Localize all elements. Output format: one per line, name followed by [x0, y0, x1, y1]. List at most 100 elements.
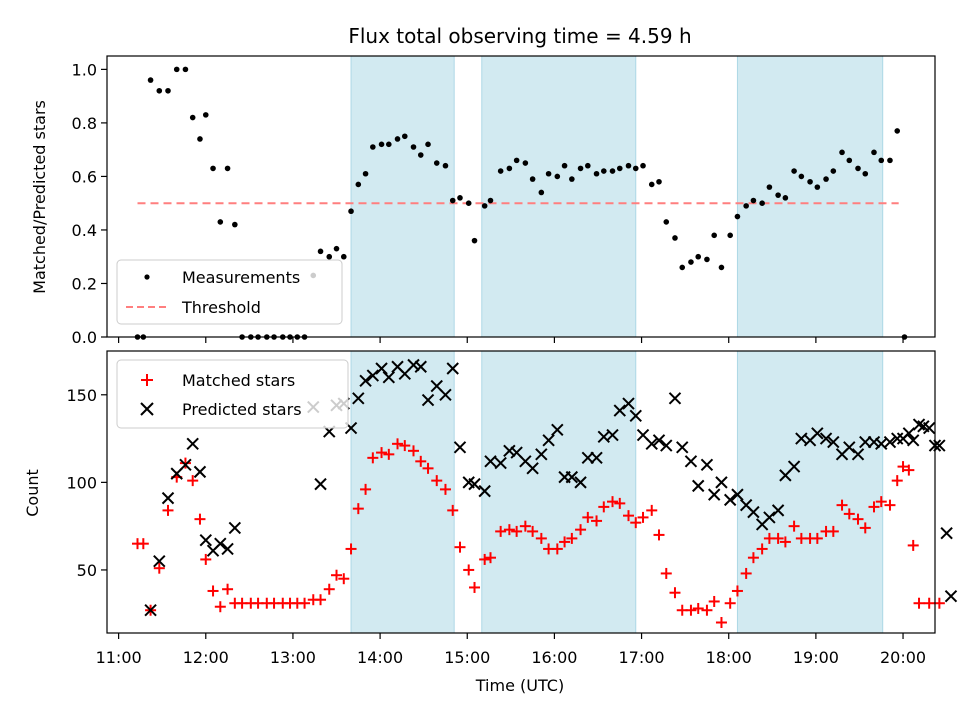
matched-star-point	[299, 597, 311, 609]
measurement-point	[648, 181, 655, 188]
predicted-star-point	[622, 397, 635, 410]
matched-star-point	[352, 503, 364, 515]
measurement-point	[798, 173, 805, 180]
measurement-point	[506, 165, 513, 172]
matched-star-point	[200, 553, 212, 565]
measurement-point	[471, 237, 478, 244]
legend-threshold-label: Threshold	[181, 298, 261, 317]
x-tick-label: 16:00	[531, 648, 577, 667]
x-tick-label: 11:00	[96, 648, 142, 667]
top-shaded-bands	[350, 55, 884, 338]
predicted-star-point	[551, 423, 564, 437]
measurement-point	[401, 133, 408, 140]
predicted-star-point	[613, 404, 626, 417]
predicted-star-point	[676, 441, 689, 454]
measurement-point	[672, 235, 678, 241]
bottom-x-ticks: 11:00 12:00 13:00 14:00 15:00 16:00 17:00 18:00…	[96, 633, 926, 667]
predicted-star-point	[747, 505, 760, 519]
matched-star-point	[408, 445, 420, 457]
measurement-point	[625, 162, 632, 169]
measurement-point	[727, 232, 733, 239]
predicted-star-point	[763, 511, 776, 524]
measurement-point	[202, 112, 209, 118]
matched-star-point	[376, 447, 388, 459]
measurement-point	[197, 136, 203, 142]
predicted-star-point	[707, 488, 721, 501]
predicted-star-point	[535, 448, 548, 461]
predicted-star-point	[715, 476, 728, 489]
matched-star-point	[360, 483, 372, 495]
predicted-star-point	[787, 460, 801, 473]
measurement-point	[370, 144, 376, 150]
matched-star-point	[630, 517, 642, 529]
predicted-star-point	[819, 432, 833, 445]
measurement-point	[554, 173, 561, 180]
predicted-star-point	[891, 432, 904, 445]
matched-star-point	[868, 501, 880, 513]
matched-star-point	[598, 501, 610, 513]
matched-star-point	[692, 602, 704, 614]
predicted-star-point	[590, 451, 603, 465]
matched-star-point	[503, 524, 515, 536]
measurement-point	[173, 66, 180, 73]
predicted-star-point	[574, 476, 587, 489]
measurement-points	[134, 66, 908, 340]
predicted-star-point	[193, 465, 207, 479]
measurement-point	[224, 165, 231, 172]
matched-star-point	[852, 513, 864, 525]
matched-star-point	[827, 525, 839, 537]
measurement-point	[830, 168, 837, 174]
matched-star-point	[715, 616, 727, 628]
top-y-axis-label: Matched/Predicted stars	[30, 100, 49, 294]
measurement-point	[734, 213, 741, 220]
measurement-point	[663, 219, 670, 225]
predicted-star-point	[902, 427, 916, 440]
matched-star-point	[923, 597, 935, 609]
matched-star-point	[551, 543, 563, 555]
matched-star-point	[153, 562, 165, 574]
measurement-point	[791, 168, 797, 174]
measurement-point	[522, 160, 529, 166]
predicted-star-point	[629, 409, 642, 423]
predicted-star-point	[731, 488, 744, 501]
measurement-point	[640, 162, 646, 169]
x-tick-label: 17:00	[619, 648, 665, 667]
top-x-ticks	[118, 337, 904, 343]
matched-star-point	[222, 583, 234, 595]
matched-star-point	[331, 569, 343, 581]
predicted-star-point	[723, 493, 737, 507]
measurement-point	[333, 245, 340, 252]
measurement-point	[839, 149, 845, 156]
matched-star-point	[511, 525, 523, 537]
matched-star-point	[479, 553, 491, 565]
predicted-star-point	[883, 435, 897, 449]
predicted-star-point	[843, 441, 856, 454]
measurement-point	[782, 195, 789, 201]
x-axis-label: Time (UTC)	[475, 676, 564, 695]
top-axes-frame	[106, 55, 936, 338]
measurement-point	[823, 176, 829, 182]
matched-star-point	[913, 597, 925, 609]
bottom-legend-box	[116, 359, 349, 429]
measurement-point	[348, 208, 354, 215]
x-tick-label: 15:00	[444, 648, 490, 667]
matched-star-point	[875, 496, 887, 508]
predicted-star-point	[414, 360, 427, 373]
measurement-point	[688, 259, 694, 265]
measurement-point	[529, 176, 536, 182]
x-tick-label: 20:00	[880, 648, 926, 667]
measurement-point	[855, 165, 861, 172]
predicted-star-point	[421, 393, 435, 407]
measurement-point	[718, 264, 725, 271]
matched-star-point	[559, 536, 571, 548]
predicted-star-point	[446, 362, 459, 375]
top-y-tick-label: 0.4	[72, 221, 97, 240]
measurement-point	[433, 160, 440, 166]
matched-star-point	[137, 538, 149, 550]
matched-star-point	[535, 532, 547, 544]
matched-star-point	[731, 585, 743, 597]
predicted-star-point	[199, 533, 212, 547]
bottom-y-tick-label: 150	[66, 386, 97, 405]
bottom-shaded-band	[736, 350, 884, 634]
measurement-point	[577, 165, 584, 172]
